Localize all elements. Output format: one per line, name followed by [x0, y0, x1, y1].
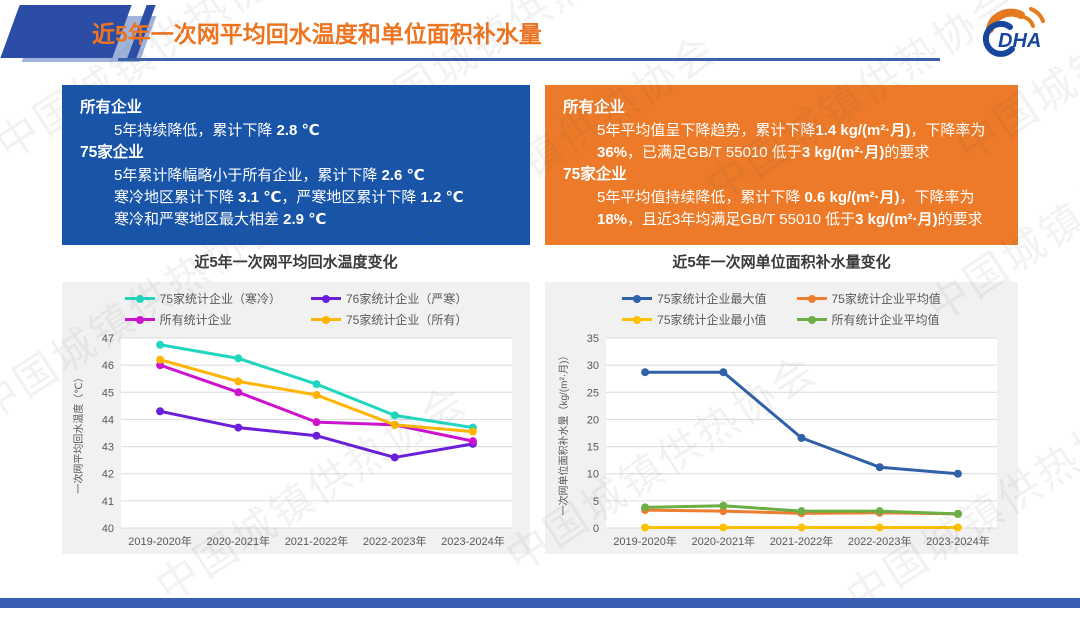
svg-text:2019-2020年: 2019-2020年 — [613, 534, 677, 548]
panel-text-header: 所有企业 — [80, 99, 143, 116]
legend-item: 76家统计企业（严寒） — [311, 290, 467, 307]
legend-line-marker-icon — [796, 315, 827, 324]
chart-section-makeup-water: 近5年一次网单位面积补水量变化 75家统计企业最大值 75家统计企业平均值 75家统… — [545, 252, 1018, 554]
legend-dot-icon — [322, 294, 330, 303]
footer-bar — [0, 598, 1080, 608]
legend-line-marker-icon — [622, 315, 653, 324]
svg-text:30: 30 — [587, 360, 599, 372]
summary-panels: 所有企业 5年持续降低，累计下降 2.8 ℃ 75家企业 5年累计降幅略小于所有企业，… — [62, 85, 1018, 245]
legend-line-marker-icon — [311, 315, 341, 324]
chart-card-return-temp: 75家统计企业（寒冷） 76家统计企业（严寒） 所有统计企业 75家统计企业（所有） … — [62, 282, 530, 554]
svg-text:45: 45 — [101, 387, 113, 399]
title-underline — [118, 58, 940, 61]
chart-legend: 75家统计企业（寒冷） 76家统计企业（严寒） 所有统计企业 75家统计企业（所有） — [62, 290, 530, 328]
legend-line-marker-icon — [796, 294, 827, 303]
svg-text:2019-2020年: 2019-2020年 — [128, 534, 192, 548]
cdha-logo-icon: DHA — [982, 7, 1045, 57]
svg-text:35: 35 — [587, 333, 599, 345]
charts-row: 近5年一次网平均回水温度变化 75家统计企业（寒冷） 76家统计企业（严寒） 所有统… — [62, 252, 1018, 554]
panel-text-detail: 寒冷地区累计下降 3.1 ℃，严寒地区累计下降 1.2 ℃ — [114, 189, 464, 207]
legend-label: 所有统计企业平均值 — [831, 313, 940, 327]
line-chart-makeup-water: 0 5 10 15 20 25 30 35 2019-2020年 2020-2021年 2021-2… — [557, 333, 997, 548]
svg-text:5: 5 — [593, 496, 599, 508]
svg-text:41: 41 — [101, 496, 113, 508]
chart-title: 近5年一次网平均回水温度变化 — [194, 254, 398, 271]
panel-text-header: 所有企业 — [563, 99, 626, 116]
svg-text:20: 20 — [587, 414, 599, 426]
legend-label: 75家统计企业（寒冷） — [159, 292, 281, 306]
panel-text-header: 75家企业 — [80, 144, 144, 162]
svg-text:一次网平均回水温度（℃）: 一次网平均回水温度（℃） — [72, 372, 85, 493]
chart-legend: 75家统计企业最大值 75家统计企业平均值 75家统计企业最小值 所有统计企业平均值 — [545, 290, 1018, 328]
legend-dot-icon — [807, 294, 816, 303]
legend-line-marker-icon — [124, 315, 155, 324]
legend-line-marker-icon — [622, 294, 653, 303]
svg-text:15: 15 — [587, 442, 599, 454]
svg-text:47: 47 — [101, 333, 113, 345]
chart-card-makeup-water: 75家统计企业最大值 75家统计企业平均值 75家统计企业最小值 所有统计企业平均值 … — [545, 282, 1018, 554]
svg-text:25: 25 — [587, 387, 599, 399]
page-title: 近5年一次网平均回水温度和单位面积补水量 — [92, 21, 542, 47]
logo-text: DHA — [998, 30, 1041, 52]
legend-line-marker-icon — [124, 294, 155, 303]
chart-section-return-temp: 近5年一次网平均回水温度变化 75家统计企业（寒冷） 76家统计企业（严寒） 所有统… — [62, 252, 530, 554]
legend-dot-icon — [135, 294, 144, 303]
cdha-logo: DHA — [954, 5, 1064, 62]
svg-text:10: 10 — [587, 469, 599, 481]
svg-text:46: 46 — [101, 360, 113, 372]
svg-text:43: 43 — [101, 442, 113, 454]
svg-text:40: 40 — [101, 523, 113, 535]
svg-text:2020-2021年: 2020-2021年 — [691, 534, 755, 548]
panel-makeup-water-summary: 所有企业 5年平均值呈下降趋势，累计下降1.4 kg/(m²·月)，下降率为36%… — [545, 85, 1018, 245]
legend-item: 75家统计企业（所有） — [311, 311, 467, 328]
legend-item: 所有统计企业 — [124, 311, 281, 328]
chart-title: 近5年一次网单位面积补水量变化 — [672, 254, 891, 271]
svg-text:2021-2022年: 2021-2022年 — [770, 534, 834, 548]
svg-text:2023-2024年: 2023-2024年 — [441, 534, 505, 548]
legend-dot-icon — [135, 315, 144, 324]
legend-label: 76家统计企业（严寒） — [346, 292, 468, 306]
panel-text-detail: 5年持续降低，累计下降 2.8 ℃ — [114, 121, 320, 139]
svg-text:2022-2023年: 2022-2023年 — [848, 534, 912, 548]
legend-item: 75家统计企业（寒冷） — [124, 290, 281, 307]
panel-text-detail: 寒冷和严寒地区最大相差 2.9 ℃ — [114, 211, 327, 229]
svg-text:2021-2022年: 2021-2022年 — [284, 534, 348, 548]
svg-text:2022-2023年: 2022-2023年 — [362, 534, 426, 548]
svg-text:44: 44 — [101, 414, 113, 426]
legend-label: 所有统计企业 — [159, 313, 232, 327]
legend-label: 75家统计企业最小值 — [657, 313, 767, 327]
legend-dot-icon — [633, 294, 642, 303]
panel-text-detail: 5年累计降幅略小于所有企业，累计下降 2.6 ℃ — [114, 167, 425, 185]
legend-label: 75家统计企业平均值 — [831, 292, 941, 306]
svg-text:一次网单位面积补水量（kg/(m²·月)）: 一次网单位面积补水量（kg/(m²·月)） — [557, 351, 570, 516]
panel-text-detail: 5年平均值呈下降趋势，累计下降1.4 kg/(m²·月)，下降率为36%，已满足… — [597, 121, 986, 162]
legend-line-marker-icon — [311, 294, 341, 303]
svg-text:42: 42 — [101, 469, 113, 481]
panel-text-detail: 5年平均值持续降低，累计下降 0.6 kg/(m²·月)，下降率为18%，且近3… — [597, 189, 983, 229]
svg-text:2020-2021年: 2020-2021年 — [206, 534, 270, 548]
line-chart-return-temp: 40 41 42 43 44 45 46 47 2019-2020年 2020-2021年 2021… — [72, 333, 512, 548]
panel-return-temp-summary: 所有企业 5年持续降低，累计下降 2.8 ℃ 75家企业 5年累计降幅略小于所有企业，… — [62, 85, 530, 245]
legend-dot-icon — [633, 315, 642, 324]
legend-item: 所有统计企业平均值 — [796, 311, 941, 328]
panel-text-header: 75家企业 — [563, 166, 627, 184]
svg-text:2023-2024年: 2023-2024年 — [926, 534, 990, 548]
legend-dot-icon — [807, 315, 816, 324]
legend-item: 75家统计企业平均值 — [796, 290, 941, 307]
legend-dot-icon — [322, 315, 330, 324]
legend-item: 75家统计企业最大值 — [622, 290, 767, 307]
legend-item: 75家统计企业最小值 — [622, 311, 767, 328]
legend-label: 75家统计企业（所有） — [346, 313, 468, 327]
legend-label: 75家统计企业最大值 — [657, 292, 767, 306]
svg-text:0: 0 — [593, 523, 599, 535]
